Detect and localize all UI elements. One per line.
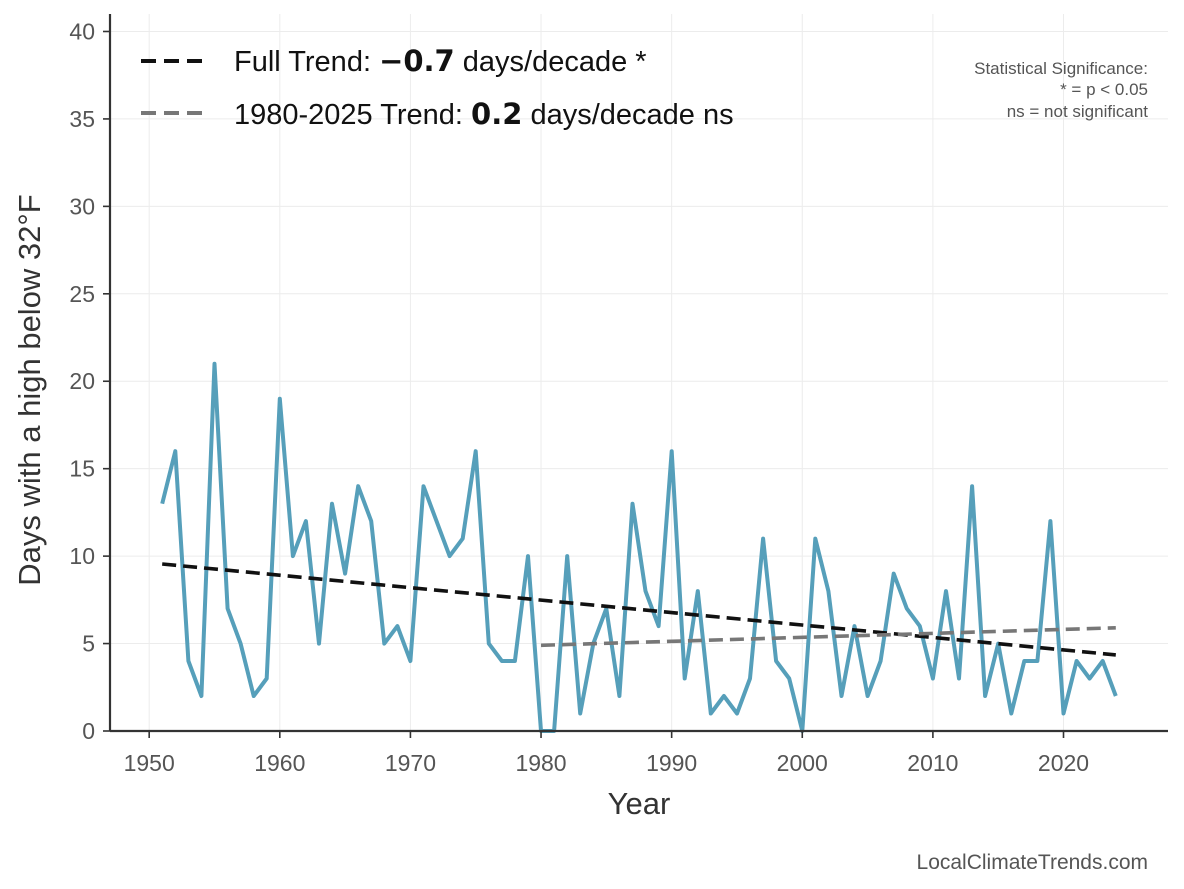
x-tick-label: 2010 — [907, 750, 958, 776]
x-tick-label: 1970 — [385, 750, 436, 776]
significance-line-ns: ns = not significant — [1007, 102, 1149, 121]
x-tick-label: 1950 — [124, 750, 175, 776]
significance-line-p: * = p < 0.05 — [1060, 80, 1148, 99]
legend-label-1980-2025-trend: 1980-2025 Trend: — [234, 99, 471, 131]
x-tick-label: 1990 — [646, 750, 697, 776]
legend: Full Trend: −0.7 days/decade * 1980-2025… — [141, 44, 734, 131]
y-tick-label: 10 — [69, 543, 95, 569]
legend-suffix-1980-2025-trend: days/decade ns — [522, 99, 733, 131]
y-tick-label: 40 — [69, 18, 95, 44]
y-tick-label: 15 — [69, 456, 95, 482]
x-tick-label: 2020 — [1038, 750, 1089, 776]
observed-days-line — [160, 361, 1118, 733]
y-tick-label: 0 — [82, 718, 95, 744]
legend-label-full-trend: Full Trend: — [234, 46, 379, 78]
trend-line-1980-2025-trend — [540, 626, 1116, 648]
y-tick-label: 30 — [69, 193, 95, 219]
y-tick-label: 35 — [69, 106, 95, 132]
x-tick-label: 1980 — [515, 750, 566, 776]
x-tick-label: 2000 — [777, 750, 828, 776]
x-tick-label: 1960 — [254, 750, 305, 776]
legend-value-1980-2025-trend: 0.2 — [471, 97, 522, 131]
tick-marks-and-labels: 1950 1960 1970 1980 1990 2000 2010 2020 0 5 10 15 20… — [69, 18, 1089, 776]
legend-value-full-trend: −0.7 — [379, 44, 455, 78]
significance-annotation: Statistical Significance: * = p < 0.05 n… — [974, 59, 1148, 121]
plot-series — [160, 361, 1118, 733]
y-axis-title: Days with a high below 32°F — [12, 194, 47, 585]
source-credit: LocalClimateTrends.com — [917, 851, 1148, 874]
legend-entry-1980-2025-trend: 1980-2025 Trend: 0.2 days/decade ns — [234, 97, 734, 131]
y-tick-label: 25 — [69, 281, 95, 307]
axes — [108, 14, 1168, 733]
legend-entry-full-trend: Full Trend: −0.7 days/decade * — [234, 44, 647, 78]
significance-title: Statistical Significance: — [974, 59, 1148, 78]
legend-suffix-full-trend: days/decade * — [455, 46, 647, 78]
x-axis-title: Year — [608, 786, 671, 821]
trend-line-full-trend — [162, 562, 1116, 657]
y-tick-label: 20 — [69, 368, 95, 394]
y-tick-label: 5 — [82, 631, 95, 657]
